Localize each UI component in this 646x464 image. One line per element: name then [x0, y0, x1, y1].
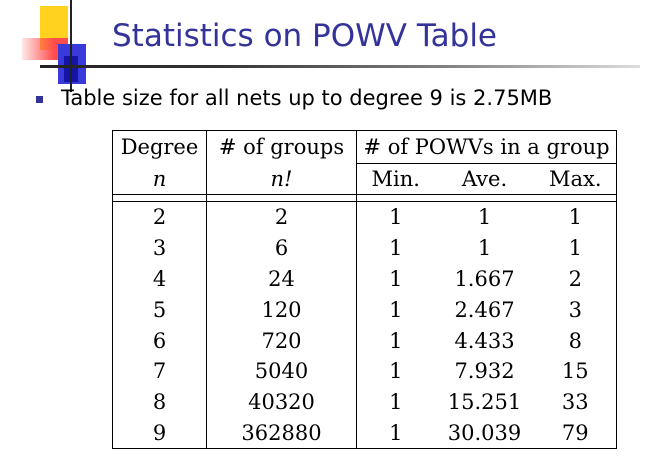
slide-title: Statistics on POWV Table [112, 18, 498, 54]
cell-max: 3 [534, 294, 617, 326]
cell-degree: 9 [112, 417, 207, 450]
cell-ave: 1 [477, 236, 492, 261]
header-groups: # of groups [206, 130, 357, 164]
cell-ave: 1.667 [454, 266, 515, 291]
table-subheader-row: n n! Min. Ave. Max. [112, 163, 617, 195]
cell-min: 1 [389, 297, 403, 322]
cell-min: 1 [356, 417, 435, 450]
cell-ave: 4.433 [454, 328, 515, 353]
cell-min: 1 [389, 266, 403, 291]
cell-groups: 24 [206, 263, 357, 295]
header-min: Min. [356, 163, 435, 195]
cell-max: 2 [534, 263, 617, 295]
cell-ave: 1 [477, 205, 492, 230]
cell-groups: 120 [206, 294, 357, 326]
table-row: 4 24 1 1.667 2 [112, 263, 617, 295]
cell-groups: 6 [206, 232, 357, 264]
header-max: Max. [534, 163, 617, 195]
cell-ave: 2.467 [454, 297, 515, 322]
table-header-gap [112, 194, 617, 202]
cell-max: 1 [534, 232, 617, 264]
powv-statistics-table: Degree # of groups # of POWVs in a group… [112, 130, 617, 450]
cell-min: 1 [389, 205, 403, 230]
cell-degree: 6 [112, 325, 207, 356]
bullet-square-icon [36, 95, 43, 103]
table-row: 7 5040 1 7.932 15 [112, 355, 617, 387]
cell-groups: 5040 [206, 355, 357, 387]
cell-degree: 3 [112, 232, 207, 264]
cell-max: 79 [534, 417, 617, 450]
cell-degree: 4 [112, 263, 207, 295]
bullet-text: Table size for all nets up to degree 9 i… [61, 86, 553, 110]
cell-groups: 362880 [206, 417, 357, 450]
table-body: 2 2 1 1 1 3 6 1 1 1 4 24 1 1.667 2 5 120 1 2.467 3 6 720 1 4.43… [112, 201, 617, 450]
bullet-item: Table size for all nets up to degree 9 i… [36, 86, 552, 110]
cell-ave: 30.039 [434, 417, 535, 450]
cell-max: 33 [534, 386, 617, 418]
cell-min: 1 [389, 328, 403, 353]
table-row: 9 362880 1 30.039 79 [112, 417, 617, 450]
table-row: 5 120 1 2.467 3 [112, 294, 617, 326]
cell-degree: 8 [112, 386, 207, 418]
cell-degree: 5 [112, 294, 207, 326]
logo-vertical-line [70, 0, 72, 92]
cell-degree: 7 [112, 355, 207, 387]
cell-min: 1 [389, 359, 403, 384]
cell-max: 8 [534, 325, 617, 356]
cell-ave: 15.251 [447, 390, 522, 415]
cell-max: 1 [534, 201, 617, 233]
red-square-decoration [22, 38, 68, 60]
cell-max: 15 [534, 355, 617, 387]
cell-min: 1 [389, 390, 403, 415]
cell-groups: 2 [206, 201, 357, 233]
title-underline [40, 65, 640, 68]
cell-groups: 40320 [206, 386, 357, 418]
table-row: 8 40320 1 15.251 33 [112, 386, 617, 418]
cell-min: 1 [389, 236, 403, 261]
table-row: 6 720 1 4.433 8 [112, 325, 617, 356]
header-powvs: # of POWVs in a group [356, 130, 617, 164]
cell-degree: 2 [112, 201, 207, 233]
cell-groups: 720 [206, 325, 357, 356]
header-degree: Degree [112, 130, 207, 164]
header-degree-symbol: n [112, 163, 207, 195]
table-header-row: Degree # of groups # of POWVs in a group [112, 130, 617, 164]
cell-ave: 7.932 [454, 359, 515, 384]
slide-logo-decoration [0, 0, 110, 92]
header-ave: Ave. [434, 163, 535, 195]
header-groups-symbol: n! [206, 163, 357, 195]
